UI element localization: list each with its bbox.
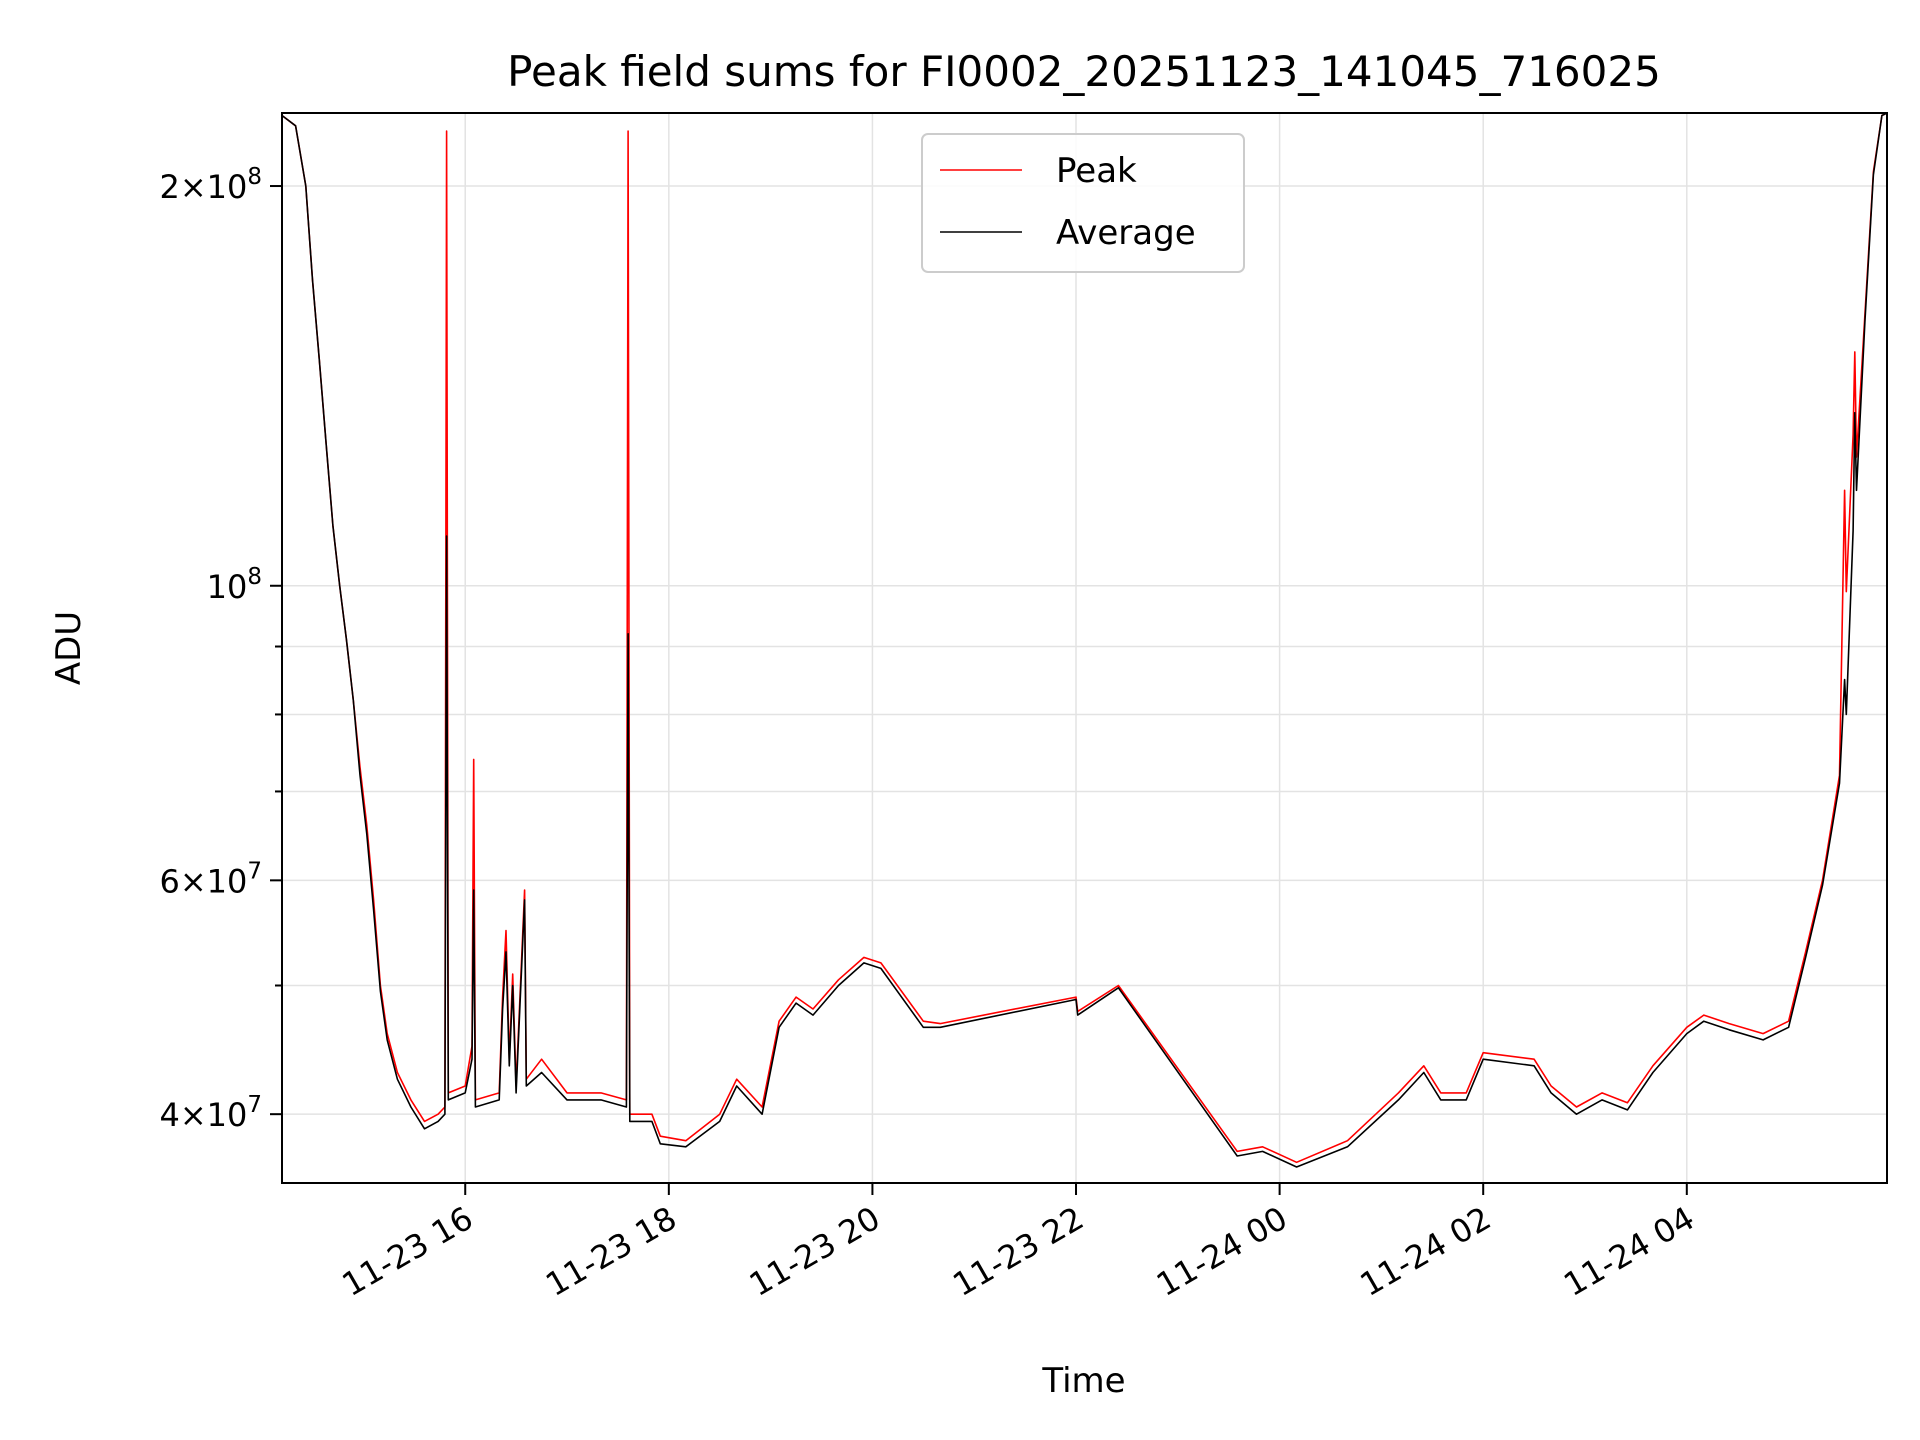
legend-box xyxy=(921,133,1245,273)
series-line-average xyxy=(281,112,1888,1168)
y-tick-label: 6×107 xyxy=(159,858,262,900)
y-axis: 4×107 6×107 108 2×108 xyxy=(159,164,282,1134)
series-line-peak xyxy=(281,112,1888,1164)
y-tick-label: 4×107 xyxy=(159,1092,262,1134)
y-tick-label: 2×108 xyxy=(159,164,262,206)
plot-frame xyxy=(281,112,1888,1184)
y-axis-label: ADU xyxy=(49,611,89,685)
chart-title: Peak field sums for FI0002_20251123_1410… xyxy=(507,47,1661,96)
legend: Peak Average xyxy=(921,133,1245,273)
legend-label-average: Average xyxy=(1056,213,1196,253)
plot-area xyxy=(281,112,1888,1168)
legend-label-peak: Peak xyxy=(1056,151,1137,191)
x-axis-label: Time xyxy=(1041,1361,1125,1401)
y-tick-label: 108 xyxy=(207,564,262,606)
